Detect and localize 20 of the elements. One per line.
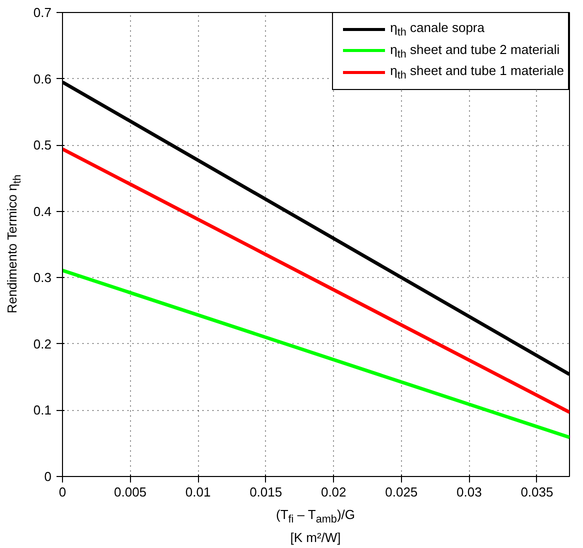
x-tick-label: 0.02 bbox=[320, 484, 346, 500]
y-tick-label: 0.3 bbox=[33, 270, 52, 286]
y-tick-label: 0.7 bbox=[33, 5, 52, 20]
x-axis-title: (T$_{fi}$ – T$_{amb}$)/G [K m²/W] bbox=[274, 506, 356, 546]
x-tick-label: 0.015 bbox=[250, 484, 282, 500]
y-tick-label: 0.6 bbox=[33, 71, 52, 86]
x-tick-label: 0.025 bbox=[385, 484, 418, 500]
x-tick-label: 0.03 bbox=[456, 484, 482, 500]
legend-label: η$_{th}$ canale sopra bbox=[390, 20, 484, 39]
y-tick-label: 0.2 bbox=[33, 336, 52, 352]
x-tick-label: 0.035 bbox=[520, 484, 554, 500]
y-tick-label: 0 bbox=[44, 469, 52, 484]
legend-label: η$_{th}$ sheet and tube 1 materiale bbox=[390, 63, 564, 82]
x-tick-label: 0 bbox=[58, 484, 66, 500]
x-tick-label: 0.005 bbox=[114, 484, 147, 500]
x-tick-label: 0.01 bbox=[185, 484, 211, 500]
legend-label: η$_{th}$ sheet and tube 2 materiali bbox=[390, 42, 560, 60]
y-tick-label: 0.1 bbox=[33, 402, 52, 418]
y-tick-label: 0.4 bbox=[33, 204, 52, 219]
y-tick-label: 0.5 bbox=[33, 138, 52, 153]
